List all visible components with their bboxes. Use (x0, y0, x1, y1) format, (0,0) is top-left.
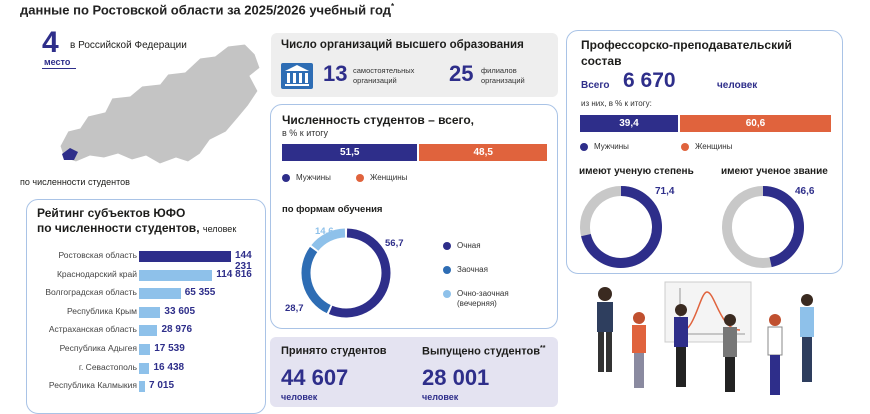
students-legend-women: Женщины (370, 173, 408, 182)
degree-value-arc (581, 186, 662, 268)
rating-card: Рейтинг субъектов ЮФО по численности сту… (26, 199, 266, 414)
rating-value: 17 539 (154, 343, 185, 354)
rating-value: 33 605 (164, 305, 196, 317)
rating-region-label: Астраханская область (48, 324, 137, 335)
rating-subtitle: по численности студентов, (37, 221, 200, 235)
faculty-legend-men: Мужчины (594, 142, 629, 151)
faculty-total: 6 670 (623, 69, 676, 92)
rating-value: 16 438 (153, 361, 185, 373)
rating-region-label: г. Севастополь (78, 361, 137, 372)
russia-map-icon (59, 43, 261, 165)
rating-bar (139, 269, 213, 281)
faculty-women-bar: 60,6 (679, 115, 831, 132)
rating-value: 7 015 (149, 380, 175, 392)
admitted-unit: человек (281, 392, 318, 402)
rating-region-label: Республика Адыгея (59, 343, 137, 353)
rating-region-label: Волгоградская область (45, 287, 137, 298)
faculty-card: Профессорско-преподавательский состав Вс… (566, 30, 843, 274)
forms-value-full-time: 56,7 (385, 238, 404, 249)
forms-slice-1 (301, 246, 331, 314)
rating-region-label: Республика Калмыкия (48, 380, 137, 391)
students-card: Численность студентов – всего, в % к ито… (270, 104, 558, 329)
admitted-title: Принято студентов (281, 345, 387, 357)
rating-value: 65 355 (184, 287, 216, 299)
forms-legend-full-time: Очная (457, 241, 481, 250)
students-men-bar: 51,5 (282, 144, 418, 161)
academic-rank-title: имеют ученое звание (721, 166, 828, 177)
building-icon (281, 63, 313, 89)
academic-rank-value: 46,6 (795, 186, 815, 197)
orgs-branches-count: 25 (449, 61, 474, 86)
rank-divider (42, 68, 76, 69)
orgs-independent-label: самостоятельных организаций (353, 66, 415, 85)
orgs-independent-count: 13 (323, 61, 348, 86)
rating-bar (139, 362, 150, 374)
rating-value: 144 231 (235, 250, 252, 272)
rank-place-label: место (44, 57, 71, 67)
rating-region-label: Ростовская область (58, 250, 137, 260)
rating-region-label: Краснодарский край (56, 268, 137, 279)
forms-value-evening: 14,6 (315, 226, 334, 237)
rank-context: в Российской Федерации (70, 40, 187, 51)
forms-legend-part-time: Заочная (457, 265, 488, 274)
forms-slice-0 (328, 228, 391, 318)
degree-donut-chart (580, 186, 662, 268)
rating-title: Рейтинг субъектов ЮФО (37, 206, 186, 220)
faculty-unit: человек (717, 80, 758, 91)
forms-donut-chart (301, 228, 391, 318)
rank-number: 4 (42, 26, 59, 59)
forms-value-part-time: 28,7 (285, 303, 304, 314)
forms-title: по формам обучения (282, 204, 383, 215)
rating-bar (139, 381, 145, 393)
forms-legend-evening: Очно-заочная (вечерняя) (457, 289, 509, 308)
academic-rank-donut-chart (722, 186, 804, 268)
academic-rank-value-arc (762, 186, 804, 268)
graduated-value: 28 001 (422, 365, 490, 390)
faculty-legend-women: Женщины (695, 142, 733, 151)
forms-slice-2 (311, 228, 346, 251)
faculty-men-bar: 39,4 (580, 115, 678, 132)
students-legend-men: Мужчины (296, 173, 331, 182)
rating-bar (139, 306, 161, 318)
orgs-panel: Число организаций высшего образования 13… (271, 33, 558, 97)
students-gender-bar: 51,5 48,5 (282, 144, 547, 161)
rating-value: 114 816 (216, 268, 252, 280)
rank-panel: 4 в Российской Федерации место по числен… (20, 22, 265, 192)
degree-value: 71,4 (655, 186, 675, 197)
people-illustration (597, 281, 814, 395)
page-title: данные по Ростовской области за 2025/202… (20, 2, 395, 18)
admitted-value: 44 607 (281, 365, 349, 390)
rating-region-label: Республика Крым (66, 305, 137, 316)
students-women-bar: 48,5 (419, 144, 547, 161)
graduated-unit: человек (422, 392, 459, 402)
rating-unit: человек (202, 224, 237, 234)
orgs-title: Число организаций высшего образования (281, 39, 524, 51)
students-title: Численность студентов – всего, (282, 113, 475, 127)
faculty-title: Профессорско-преподавательский состав (581, 38, 792, 68)
degree-title: имеют ученую степень (579, 166, 694, 177)
rating-value: 28 976 (161, 324, 193, 336)
admission-panel: Принято студентов 44 607 человек Выпущен… (270, 337, 558, 407)
orgs-branches-label: филиалов организаций (481, 66, 525, 85)
students-subtitle: в % к итогу (282, 128, 329, 138)
faculty-total-label: Всего (581, 80, 610, 91)
rank-caption: по численности студентов (20, 177, 130, 187)
graduated-title: Выпущено студентов (422, 345, 541, 358)
rating-bar (139, 288, 181, 300)
rating-bar (139, 325, 158, 337)
rating-bar (139, 251, 231, 262)
faculty-gender-bar: 39,4 60,6 (580, 115, 831, 132)
rating-bar (139, 344, 151, 355)
faculty-share-note: из них, в % к итогу: (581, 99, 652, 108)
